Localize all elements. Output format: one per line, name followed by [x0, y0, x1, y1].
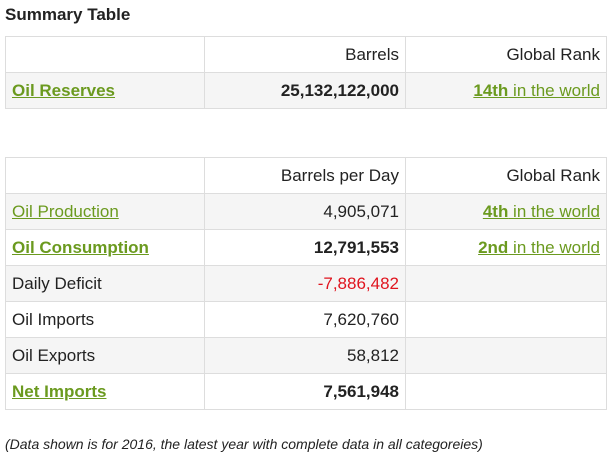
rank-cell-empty [405, 265, 607, 302]
summary-title: Summary Table [5, 5, 131, 24]
production-rank-link[interactable]: 4th in the world [483, 202, 600, 221]
header-global-rank: Global Rank [405, 157, 607, 194]
header-barrels: Barrels [204, 36, 406, 73]
consumption-rank-link[interactable]: 2nd in the world [478, 238, 600, 257]
row-label: Oil Exports [5, 337, 205, 374]
rank-text: in the world [508, 201, 600, 221]
row-value: 12,791,553 [204, 229, 406, 266]
table-row: Daily Deficit -7,886,482 [5, 265, 607, 302]
production-table: Barrels per Day Global Rank Oil Producti… [5, 157, 607, 410]
table-row: Oil Imports 7,620,760 [5, 301, 607, 338]
table-row: Oil Production 4,905,071 4th in the worl… [5, 193, 607, 230]
rank-text: in the world [508, 237, 600, 257]
rank-cell-empty [405, 373, 607, 410]
rank-cell: 14th in the world [405, 72, 607, 109]
row-label-cell: Oil Reserves [5, 72, 205, 109]
table-row: Oil Reserves 25,132,122,000 14th in the … [5, 72, 607, 109]
rank-text: in the world [508, 80, 600, 100]
header-empty [5, 36, 205, 73]
table-row: Oil Exports 58,812 [5, 337, 607, 374]
row-value: 7,561,948 [204, 373, 406, 410]
reserves-rank-link[interactable]: 14th in the world [473, 81, 600, 100]
row-value-negative: -7,886,482 [204, 265, 406, 302]
oil-consumption-link[interactable]: Oil Consumption [12, 237, 149, 257]
table-header-row: Barrels Global Rank [5, 36, 607, 73]
header-global-rank: Global Rank [405, 36, 607, 73]
table-row: Net Imports 7,561,948 [5, 373, 607, 410]
row-label: Daily Deficit [5, 265, 205, 302]
rank-number: 4th [482, 201, 509, 221]
row-label-cell: Oil Production [5, 193, 205, 230]
rank-number: 2nd [478, 237, 509, 257]
rank-number: 14th [473, 80, 509, 100]
rank-cell-empty [405, 337, 607, 374]
row-value: 58,812 [204, 337, 406, 374]
rank-cell: 4th in the world [405, 193, 607, 230]
row-label: Oil Imports [5, 301, 205, 338]
oil-production-link[interactable]: Oil Production [12, 201, 119, 221]
rank-cell: 2nd in the world [405, 229, 607, 266]
row-value: 25,132,122,000 [204, 72, 406, 109]
oil-reserves-link[interactable]: Oil Reserves [12, 80, 116, 100]
net-imports-link[interactable]: Net Imports [12, 381, 107, 401]
row-label-cell: Oil Consumption [5, 229, 205, 266]
table-row: Oil Consumption 12,791,553 2nd in the wo… [5, 229, 607, 266]
footnote: (Data shown is for 2016, the latest year… [5, 436, 483, 452]
row-value: 7,620,760 [204, 301, 406, 338]
rank-cell-empty [405, 301, 607, 338]
header-barrels-per-day: Barrels per Day [204, 157, 406, 194]
table-header-row: Barrels per Day Global Rank [5, 157, 607, 194]
row-label-cell: Net Imports [5, 373, 205, 410]
row-value: 4,905,071 [204, 193, 406, 230]
reserves-table: Barrels Global Rank Oil Reserves 25,132,… [5, 36, 607, 109]
header-empty [5, 157, 205, 194]
